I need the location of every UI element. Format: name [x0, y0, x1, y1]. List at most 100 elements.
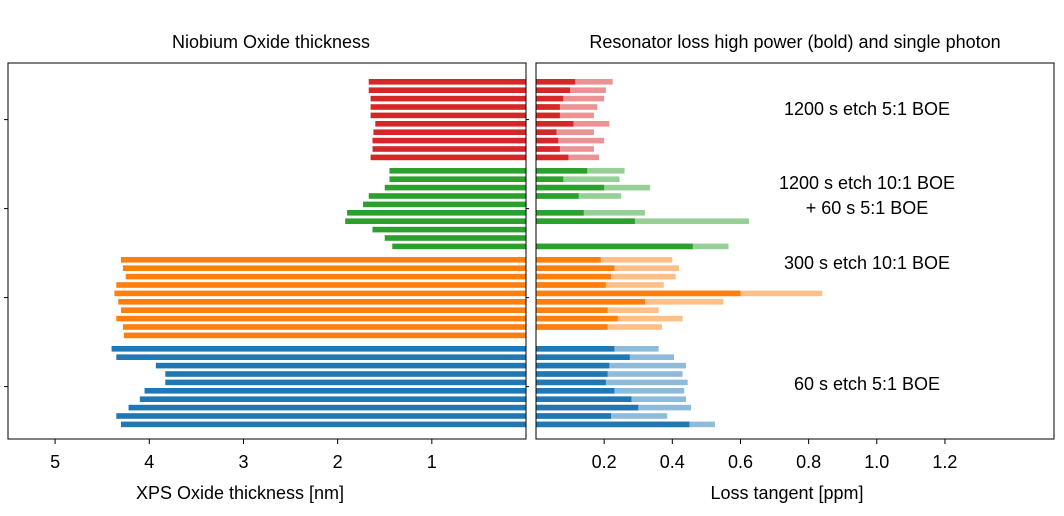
loss-bar-high-power — [536, 421, 690, 428]
thickness-bar — [121, 257, 526, 263]
loss-bar-high-power — [536, 307, 608, 313]
thickness-bar — [144, 388, 526, 394]
loss-bar-high-power — [536, 95, 564, 102]
loss-bar-high-power — [536, 371, 608, 377]
loss-bar-high-power — [536, 257, 601, 263]
loss-bar-high-power — [536, 265, 615, 271]
loss-bar-high-power — [536, 154, 569, 161]
thickness-bar — [114, 290, 527, 297]
left-bars-group — [111, 79, 527, 428]
annotation-group-2-line-1: 1200 s etch 10:1 BOE — [779, 173, 955, 193]
left-chart-title: Niobium Oxide thickness — [172, 32, 370, 52]
loss-bar-high-power — [536, 346, 615, 352]
loss-bar-high-power — [536, 184, 605, 191]
thickness-bar — [155, 362, 526, 369]
loss-bar-high-power — [536, 404, 639, 411]
loss-bar-high-power — [536, 315, 618, 322]
thickness-bar — [370, 112, 526, 119]
loss-bar-high-power — [536, 273, 611, 280]
thickness-bar — [118, 299, 527, 305]
loss-bar-single-photon — [536, 137, 605, 144]
loss-bar-high-power — [536, 121, 574, 127]
left-x-tick-label: 1 — [427, 452, 437, 472]
thickness-bar — [116, 413, 527, 419]
loss-bar-high-power — [536, 79, 576, 85]
thickness-bar — [375, 121, 526, 127]
loss-bar-high-power — [536, 379, 606, 386]
thickness-bar — [128, 404, 526, 411]
loss-bar-high-power — [536, 137, 559, 144]
thickness-bar — [384, 184, 526, 191]
loss-bar-high-power — [536, 282, 606, 288]
thickness-bar — [368, 193, 526, 199]
thickness-bar — [345, 218, 526, 224]
thickness-bar — [347, 210, 526, 216]
thickness-bar — [122, 324, 526, 330]
loss-bar-high-power — [536, 112, 560, 119]
loss-bar-high-power — [536, 396, 632, 402]
right-chart-title: Resonator loss high power (bold) and sin… — [589, 32, 1000, 52]
loss-bar-single-photon — [536, 257, 673, 263]
thickness-bar — [125, 273, 527, 280]
loss-bar-high-power — [536, 176, 564, 182]
loss-bar-high-power — [536, 324, 608, 330]
thickness-bar — [368, 79, 526, 85]
loss-bar-high-power — [536, 243, 693, 250]
loss-bar-high-power — [536, 129, 557, 135]
left-x-tick-label: 3 — [238, 452, 248, 472]
loss-bar-high-power — [536, 104, 560, 110]
loss-bar-single-photon — [536, 146, 594, 152]
thickness-bar — [389, 176, 526, 182]
loss-bar-high-power — [536, 193, 579, 199]
loss-bar-single-photon — [536, 129, 594, 135]
loss-bar-high-power — [536, 146, 560, 152]
left-x-tick-label: 2 — [333, 452, 343, 472]
thickness-bar — [165, 371, 526, 377]
right-x-ticks: 0.2 0.4 0.6 0.8 1.0 1.2 — [592, 439, 957, 472]
loss-bar-single-photon — [536, 218, 749, 224]
loss-bar-high-power — [536, 413, 611, 419]
loss-bar-high-power — [536, 210, 584, 216]
thickness-bar — [363, 201, 526, 208]
right-x-tick-label: 0.4 — [660, 452, 685, 472]
right-x-tick-label: 0.2 — [592, 452, 617, 472]
thickness-bar — [121, 307, 526, 313]
loss-bar-single-photon — [536, 210, 646, 216]
loss-bar-single-photon — [536, 176, 620, 182]
thickness-bar — [372, 226, 526, 233]
thickness-bar — [116, 282, 527, 288]
right-x-tick-label: 0.6 — [728, 452, 753, 472]
loss-bar-high-power — [536, 388, 615, 394]
loss-bar-single-photon — [536, 95, 605, 102]
annotation-group-4: 60 s etch 5:1 BOE — [794, 374, 940, 394]
right-x-axis-label: Loss tangent [ppm] — [710, 483, 863, 503]
thickness-bar — [370, 104, 526, 110]
thickness-bar — [373, 129, 526, 135]
loss-bar-single-photon — [536, 87, 606, 93]
annotation-group-3: 300 s etch 10:1 BOE — [784, 253, 950, 273]
left-x-axis-label: XPS Oxide thickness [nm] — [136, 483, 344, 503]
loss-bar-high-power — [536, 290, 741, 297]
thickness-bar — [139, 396, 526, 402]
thickness-bar — [111, 346, 526, 352]
thickness-bar — [370, 154, 526, 161]
right-axes-frame — [535, 62, 1055, 440]
right-x-tick-label: 1.0 — [864, 452, 889, 472]
thickness-bar — [392, 243, 526, 250]
thickness-bar — [122, 265, 526, 271]
thickness-bar — [116, 354, 527, 360]
left-x-ticks: 5 4 3 2 1 — [50, 439, 437, 472]
thickness-bar — [123, 332, 527, 339]
right-bars-group — [536, 79, 823, 428]
loss-bar-single-photon — [536, 104, 598, 110]
loss-bar-high-power — [536, 354, 630, 360]
thickness-bar — [384, 235, 526, 241]
left-x-tick-label: 4 — [144, 452, 154, 472]
y-ticks — [4, 119, 529, 388]
loss-bar-single-photon — [536, 112, 594, 119]
left-x-tick-label: 5 — [50, 452, 60, 472]
right-x-tick-label: 1.2 — [932, 452, 957, 472]
thickness-bar — [116, 315, 527, 322]
loss-bar-high-power — [536, 87, 571, 93]
